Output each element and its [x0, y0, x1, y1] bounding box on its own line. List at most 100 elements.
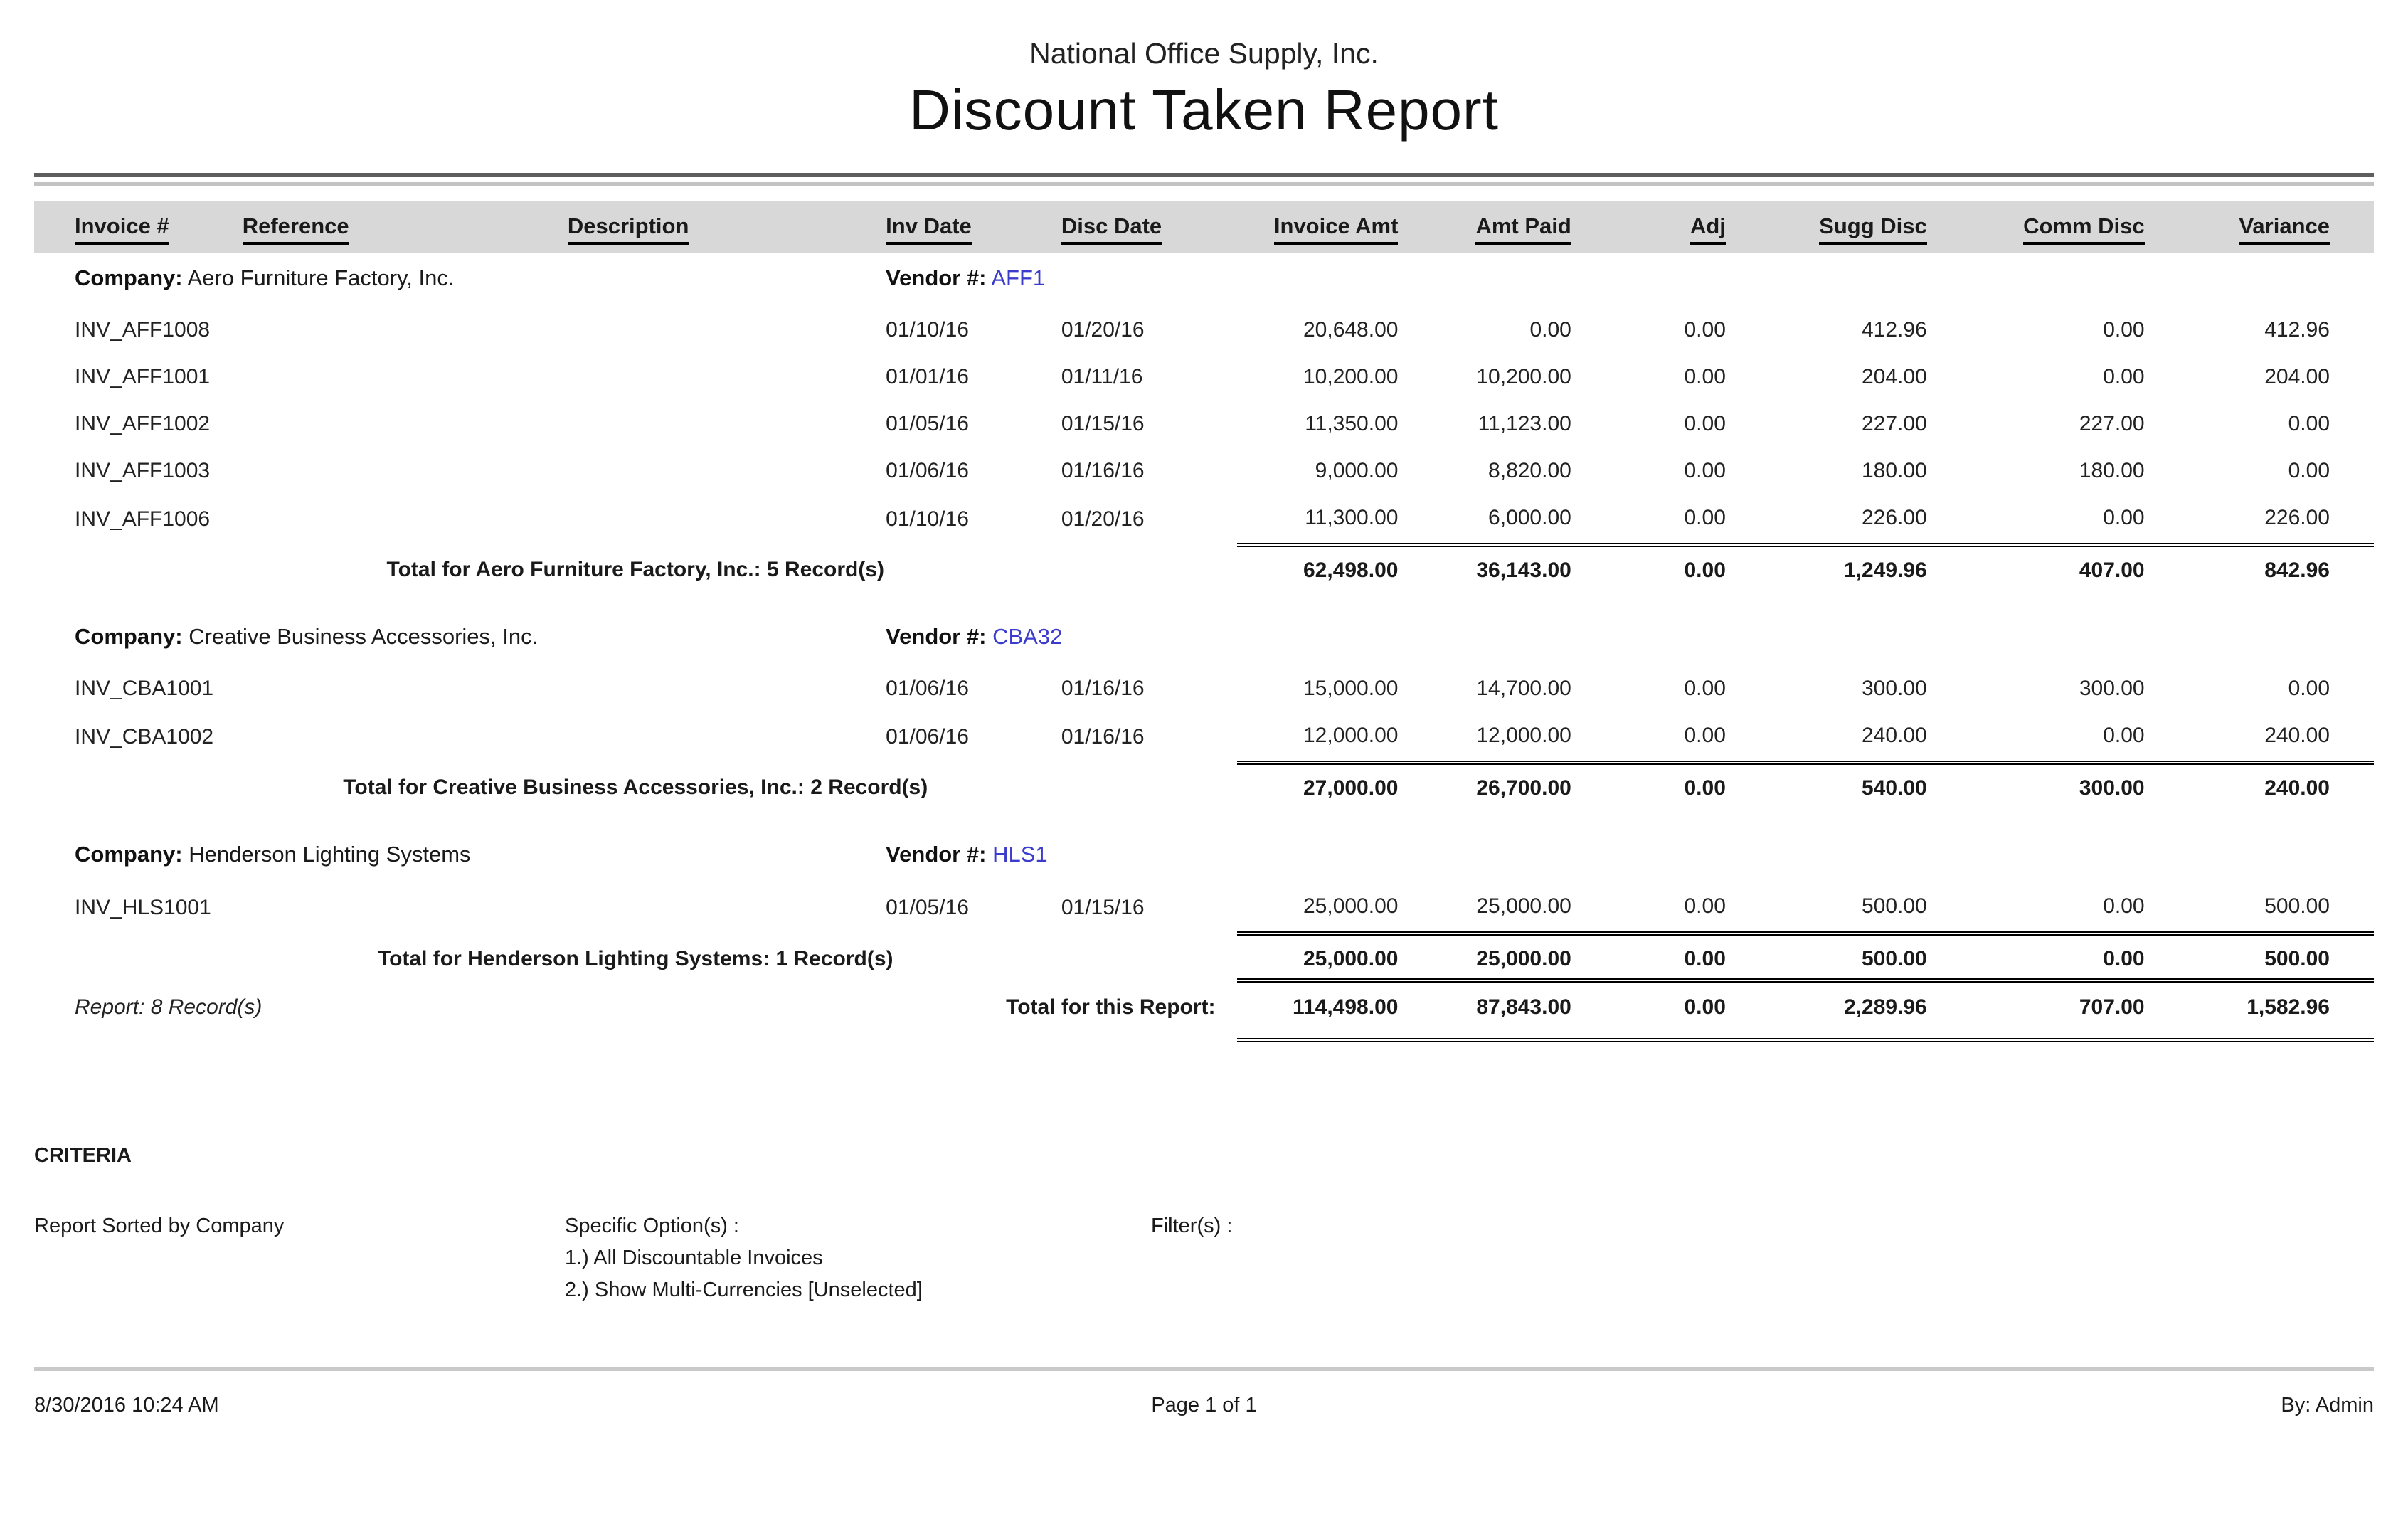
- group-total-variance: 240.00: [2144, 761, 2374, 808]
- adj: 0.00: [1684, 506, 1726, 529]
- invoice-amt: 9,000.00: [1315, 459, 1399, 482]
- group-total-row: Total for Creative Business Accessories,…: [34, 761, 2374, 808]
- group-total-variance: 842.96: [2144, 543, 2374, 590]
- footer-page-number: Page 1 of 1: [1151, 1394, 1257, 1417]
- invoice-number: INV_AFF1002: [75, 412, 211, 435]
- vendor-code-link[interactable]: HLS1: [992, 842, 1048, 867]
- amt-paid: 12,000.00: [1476, 724, 1571, 747]
- column-header-sugg-disc: Sugg Disc: [1725, 201, 1927, 253]
- group-total-adj: 0.00: [1571, 543, 1726, 590]
- column-header-adj: Adj: [1571, 201, 1726, 253]
- criteria-filters-label: Filter(s) :: [1151, 1215, 1233, 1237]
- inv-date: 01/05/16: [886, 895, 969, 919]
- invoice-row: INV_AFF1008 01/10/16 01/20/16 20,648.00 …: [34, 308, 2374, 355]
- variance: 204.00: [2264, 365, 2330, 388]
- report-total-sugg-disc: 2,289.96: [1725, 978, 1927, 1042]
- variance: 226.00: [2264, 506, 2330, 529]
- disc-date: 01/15/16: [1061, 412, 1145, 435]
- invoice-row: INV_CBA1002 01/06/16 01/16/16 12,000.00 …: [34, 714, 2374, 763]
- vendor-label: Vendor #:: [886, 265, 987, 290]
- company-label: Company:: [75, 624, 183, 649]
- column-header-invoice: Invoice #: [34, 201, 243, 253]
- company-cell: Company: Creative Business Accessories, …: [34, 590, 886, 667]
- column-header-variance: Variance: [2144, 201, 2374, 253]
- discount-report-table: Invoice # Reference Description Inv Date…: [34, 201, 2374, 1042]
- group-total-amt-paid: 25,000.00: [1398, 931, 1571, 980]
- inv-date: 01/10/16: [886, 318, 969, 342]
- criteria-option: 2.) Show Multi-Currencies [Unselected]: [565, 1279, 923, 1301]
- sugg-disc: 180.00: [1861, 459, 1927, 482]
- comm-disc: 0.00: [2103, 365, 2145, 388]
- company-label: Company:: [75, 265, 183, 290]
- vendor-cell: Vendor #: HLS1: [886, 808, 1398, 884]
- vendor-code-link[interactable]: CBA32: [992, 624, 1063, 649]
- company-row: Company: Henderson Lighting Systems Vend…: [34, 808, 2374, 884]
- adj: 0.00: [1684, 724, 1726, 747]
- criteria-options-label: Specific Option(s) :: [565, 1215, 739, 1237]
- disc-date: 01/16/16: [1061, 677, 1145, 700]
- disc-date: 01/11/16: [1061, 365, 1143, 388]
- column-header-comm-disc: Comm Disc: [1926, 201, 2145, 253]
- sugg-disc: 226.00: [1861, 506, 1927, 529]
- invoice-number: INV_AFF1001: [75, 365, 211, 388]
- column-header-amt-paid: Amt Paid: [1398, 201, 1571, 253]
- amt-paid: 8,820.00: [1488, 459, 1571, 482]
- criteria-heading: CRITERIA: [34, 1144, 132, 1167]
- disc-date: 01/16/16: [1061, 724, 1145, 748]
- group-total-invoice-amt: 25,000.00: [1236, 931, 1399, 980]
- group-total-variance: 500.00: [2144, 931, 2374, 980]
- sugg-disc: 412.96: [1861, 318, 1927, 342]
- company-name: Henderson Lighting Systems: [189, 842, 471, 867]
- adj: 0.00: [1684, 412, 1726, 435]
- variance: 412.96: [2264, 318, 2330, 342]
- report-total-amt-paid: 87,843.00: [1398, 978, 1571, 1042]
- column-header-reference: Reference: [242, 201, 568, 253]
- title-rule-light: [34, 182, 2374, 186]
- adj: 0.00: [1684, 365, 1726, 388]
- report-total-comm-disc: 707.00: [1926, 978, 2145, 1042]
- sugg-disc: 500.00: [1861, 894, 1927, 918]
- group-total-label: Total for Creative Business Accessories,…: [343, 775, 928, 799]
- report-total-row: Report: 8 Record(s) Total for this Repor…: [34, 978, 2374, 1042]
- inv-date: 01/05/16: [886, 412, 969, 435]
- inv-date: 01/06/16: [886, 677, 969, 700]
- group-total-comm-disc: 0.00: [1926, 931, 2145, 980]
- disc-date: 01/16/16: [1061, 459, 1145, 482]
- vendor-cell: Vendor #: AFF1: [886, 253, 1398, 308]
- inv-date: 01/06/16: [886, 724, 969, 748]
- invoice-row: INV_AFF1002 01/05/16 01/15/16 11,350.00 …: [34, 402, 2374, 449]
- title-rule-dark: [34, 173, 2374, 177]
- company-row: Company: Aero Furniture Factory, Inc. Ve…: [34, 253, 2374, 308]
- criteria-options: Specific Option(s) : 1.) All Discountabl…: [565, 1215, 1151, 1302]
- invoice-number: INV_CBA1001: [75, 677, 214, 700]
- group-total-adj: 0.00: [1571, 931, 1726, 980]
- disc-date: 01/20/16: [1061, 507, 1145, 531]
- invoice-row: INV_AFF1006 01/10/16 01/20/16 11,300.00 …: [34, 496, 2374, 545]
- sugg-disc: 227.00: [1861, 412, 1927, 435]
- variance: 0.00: [2288, 459, 2330, 482]
- criteria-option: 1.) All Discountable Invoices: [565, 1247, 823, 1269]
- vendor-code-link[interactable]: AFF1: [991, 265, 1046, 290]
- company-label: Company:: [75, 842, 183, 867]
- report-company-title: National Office Supply, Inc.: [1029, 37, 1379, 70]
- sugg-disc: 300.00: [1861, 677, 1927, 700]
- column-header-invoice-amt: Invoice Amt: [1236, 201, 1399, 253]
- invoice-row: INV_AFF1003 01/06/16 01/16/16 9,000.00 8…: [34, 449, 2374, 496]
- column-header-inv-date: Inv Date: [886, 201, 1061, 253]
- group-total-comm-disc: 407.00: [1926, 543, 2145, 590]
- invoice-number: INV_AFF1008: [75, 318, 211, 342]
- group-total-invoice-amt: 27,000.00: [1236, 761, 1399, 808]
- group-total-amt-paid: 26,700.00: [1398, 761, 1571, 808]
- group-total-adj: 0.00: [1571, 761, 1726, 808]
- footer-datetime: 8/30/2016 10:24 AM: [34, 1394, 219, 1417]
- comm-disc: 0.00: [2103, 506, 2145, 529]
- invoice-row: INV_CBA1001 01/06/16 01/16/16 15,000.00 …: [34, 667, 2374, 714]
- report-total-invoice-amt: 114,498.00: [1236, 978, 1399, 1042]
- footer-rule: [34, 1367, 2374, 1371]
- variance: 500.00: [2264, 894, 2330, 918]
- inv-date: 01/01/16: [886, 365, 969, 388]
- invoice-amt: 10,200.00: [1303, 365, 1399, 388]
- amt-paid: 0.00: [1529, 318, 1571, 342]
- company-name: Creative Business Accessories, Inc.: [189, 624, 539, 649]
